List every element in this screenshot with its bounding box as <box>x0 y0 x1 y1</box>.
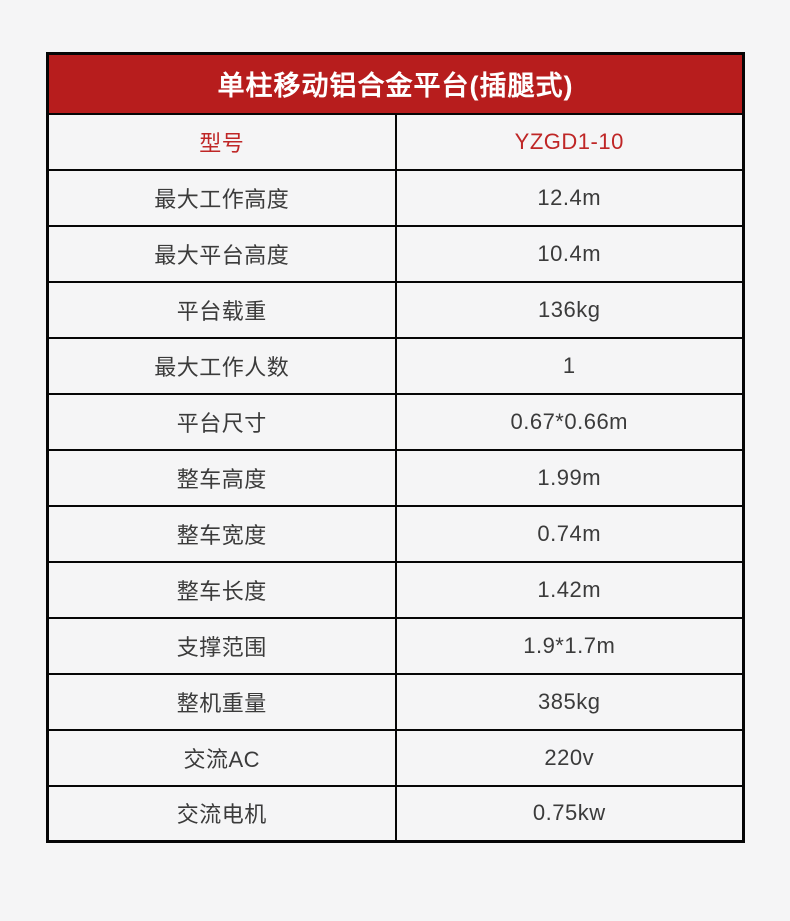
spec-value: 0.67*0.66m <box>394 392 745 451</box>
spec-table: 单柱移动铝合金平台(插腿式) 型号 YZGD1-10 最大工作高度 12.4m … <box>46 52 745 843</box>
spec-label: 最大工作高度 <box>46 168 397 227</box>
spec-sheet: 单柱移动铝合金平台(插腿式) 型号 YZGD1-10 最大工作高度 12.4m … <box>46 52 745 843</box>
spec-value: 136kg <box>394 280 745 339</box>
table-row: 整机重量 385kg <box>46 672 745 731</box>
table-row: 交流AC 220v <box>46 728 745 787</box>
table-row: 整车长度 1.42m <box>46 560 745 619</box>
spec-label: 最大平台高度 <box>46 224 397 283</box>
spec-label: 最大工作人数 <box>46 336 397 395</box>
spec-label: 整车宽度 <box>46 504 397 563</box>
spec-value: 0.75kw <box>394 784 745 843</box>
spec-value: 1.99m <box>394 448 745 507</box>
table-row: 最大平台高度 10.4m <box>46 224 745 283</box>
spec-label: 平台载重 <box>46 280 397 339</box>
spec-label: 交流AC <box>46 728 397 787</box>
title-row: 单柱移动铝合金平台(插腿式) <box>46 52 745 115</box>
spec-label: 整机重量 <box>46 672 397 731</box>
spec-value: YZGD1-10 <box>394 112 745 171</box>
table-row: 整车高度 1.99m <box>46 448 745 507</box>
spec-label: 整车长度 <box>46 560 397 619</box>
spec-label: 交流电机 <box>46 784 397 843</box>
spec-label: 型号 <box>46 112 397 171</box>
spec-label: 支撑范围 <box>46 616 397 675</box>
spec-table-body: 型号 YZGD1-10 最大工作高度 12.4m 最大平台高度 10.4m 平台… <box>46 112 745 843</box>
spec-value: 12.4m <box>394 168 745 227</box>
table-row: 最大工作高度 12.4m <box>46 168 745 227</box>
spec-value: 1 <box>394 336 745 395</box>
spec-label: 平台尺寸 <box>46 392 397 451</box>
spec-label: 整车高度 <box>46 448 397 507</box>
table-row: 整车宽度 0.74m <box>46 504 745 563</box>
table-row: 交流电机 0.75kw <box>46 784 745 843</box>
table-row: 支撑范围 1.9*1.7m <box>46 616 745 675</box>
spec-value: 385kg <box>394 672 745 731</box>
spec-table-header: 单柱移动铝合金平台(插腿式) <box>46 52 745 115</box>
spec-value: 1.9*1.7m <box>394 616 745 675</box>
page-title: 单柱移动铝合金平台(插腿式) <box>46 52 745 115</box>
table-row: 最大工作人数 1 <box>46 336 745 395</box>
spec-value: 220v <box>394 728 745 787</box>
table-row: 平台尺寸 0.67*0.66m <box>46 392 745 451</box>
table-row: 型号 YZGD1-10 <box>46 112 745 171</box>
spec-value: 10.4m <box>394 224 745 283</box>
spec-value: 0.74m <box>394 504 745 563</box>
table-row: 平台载重 136kg <box>46 280 745 339</box>
spec-value: 1.42m <box>394 560 745 619</box>
